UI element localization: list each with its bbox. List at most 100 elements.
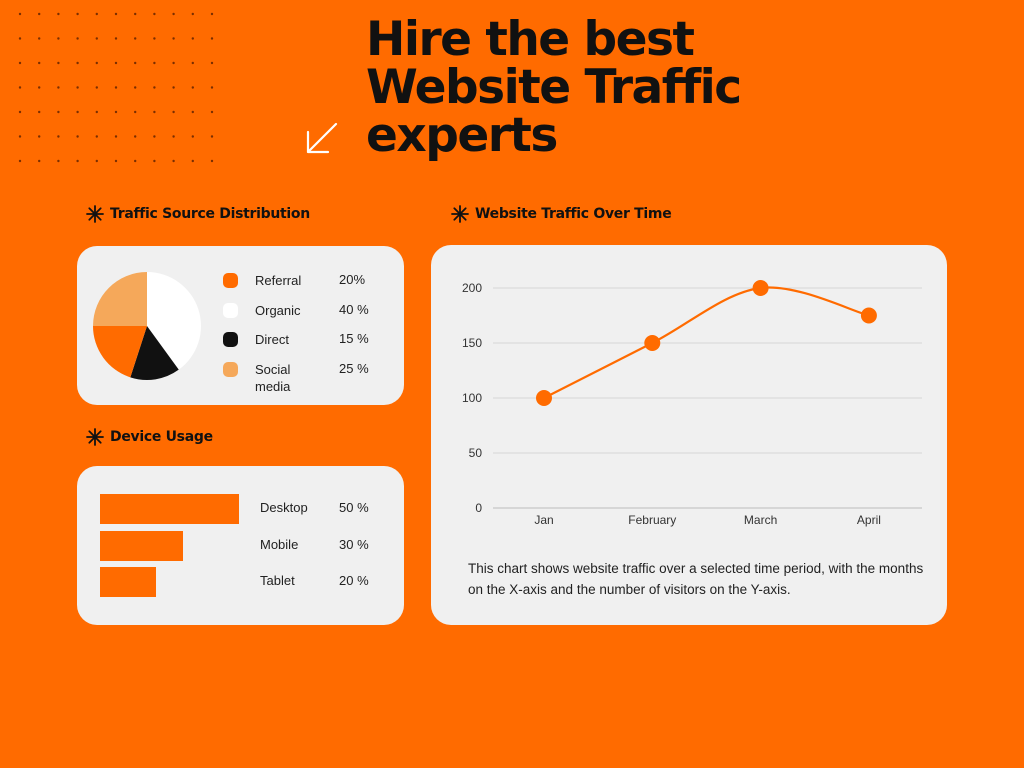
decor-dot — [153, 135, 156, 138]
device-usage-card: Desktop 50 % Mobile 30 % Tablet 20 % — [77, 466, 404, 625]
pie-slice-social-media — [93, 272, 147, 326]
decor-dot — [191, 110, 194, 114]
decor-dot — [18, 159, 22, 163]
asterisk-icon — [451, 205, 469, 223]
pie-slice-direct — [130, 326, 179, 380]
chart-description: This chart shows website traffic over a … — [468, 561, 924, 597]
decor-dot — [95, 86, 99, 89]
decor-dot — [95, 37, 99, 40]
x-tick-label: March — [744, 513, 777, 527]
legend-label: Direct — [255, 332, 289, 347]
device-bar-tablet — [100, 567, 156, 597]
traffic-over-time-title: Website Traffic Over Time — [475, 206, 672, 222]
data-point — [752, 280, 769, 296]
x-tick-label: February — [628, 513, 676, 527]
device-bar-desktop — [100, 494, 239, 524]
decor-dot — [76, 159, 79, 163]
device-bar-mobile — [100, 531, 183, 561]
decor-dot — [38, 12, 41, 16]
device-usage-heading: Device Usage — [86, 428, 213, 446]
decor-dot — [18, 37, 22, 40]
decor-dot — [95, 159, 99, 163]
y-tick-label: 50 — [469, 446, 483, 460]
y-tick-label: 0 — [475, 501, 482, 515]
decor-dot — [57, 159, 60, 163]
line-chart: 0 50 100 150 200 Jan February March April — [462, 280, 922, 527]
decor-dot — [38, 37, 41, 40]
decor-dot — [191, 61, 194, 65]
x-tick-label: Jan — [534, 513, 553, 527]
y-tick-label: 150 — [462, 336, 482, 350]
decor-dot — [57, 110, 60, 114]
traffic-source-card: Referral 20% Organic 40 % Direct 15 % Social m… — [77, 246, 404, 405]
decor-dot — [191, 159, 194, 163]
decor-dot — [57, 12, 60, 16]
decor-dot — [18, 135, 22, 138]
decor-dot — [210, 159, 214, 163]
device-value: 50 % — [339, 500, 369, 515]
decor-dot — [114, 110, 118, 114]
title-line-1: Hire the best — [366, 12, 695, 67]
device-value: 20 % — [339, 573, 369, 588]
decor-dot — [153, 61, 156, 65]
decor-dot — [210, 110, 214, 114]
decor-dot — [76, 61, 79, 65]
decor-dot — [172, 61, 175, 65]
legend-swatch — [223, 332, 238, 347]
traffic-source-title: Traffic Source Distribution — [110, 206, 310, 222]
decor-dot — [76, 37, 79, 40]
decor-dot — [134, 86, 137, 89]
decor-dot — [57, 135, 60, 138]
decor-dot — [153, 12, 156, 16]
decor-dot — [153, 86, 156, 89]
device-label: Desktop — [260, 500, 308, 515]
pie-slice-organic — [147, 272, 201, 370]
legend-label: Referral — [255, 273, 302, 288]
dot-grid-decoration — [18, 12, 214, 163]
decor-dot — [38, 86, 41, 89]
y-tick-label: 200 — [462, 281, 482, 295]
decor-dot — [95, 12, 99, 16]
pie-slice-referral — [93, 326, 147, 378]
decor-dot — [38, 110, 41, 114]
decor-dot — [172, 86, 175, 89]
decor-dot — [57, 61, 60, 65]
data-point — [860, 307, 877, 324]
device-label: Tablet — [260, 573, 295, 588]
decor-dot — [210, 86, 214, 89]
legend-label: Social media — [255, 362, 291, 394]
traffic-over-time-heading: Website Traffic Over Time — [451, 205, 672, 223]
decor-dot — [18, 61, 22, 65]
y-tick-label: 100 — [462, 391, 482, 405]
decor-dot — [134, 12, 137, 16]
decor-dot — [172, 110, 175, 114]
traffic-source-heading: Traffic Source Distribution — [86, 205, 310, 223]
decor-dot — [95, 135, 99, 138]
legend-swatch — [223, 362, 238, 377]
pie-chart — [93, 272, 201, 380]
decor-dot — [153, 37, 156, 40]
legend-swatch — [223, 303, 238, 318]
legend-value: 40 % — [339, 302, 369, 317]
decor-dot — [114, 86, 118, 89]
decor-dot — [134, 159, 137, 163]
legend-value: 15 % — [339, 331, 369, 346]
decor-dot — [191, 135, 194, 138]
decor-dot — [76, 12, 79, 16]
title-line-2: Website Traffic — [366, 60, 742, 115]
decor-dot — [114, 159, 118, 163]
traffic-over-time-card: 0 50 100 150 200 Jan February March April — [431, 245, 947, 625]
device-label: Mobile — [260, 537, 299, 552]
decor-dot — [172, 12, 175, 16]
decor-dot — [76, 86, 79, 89]
page-title: Hire the best Website Traffic experts — [366, 12, 742, 160]
decor-dot — [114, 12, 118, 16]
decor-dot — [18, 12, 22, 16]
decor-dot — [134, 37, 137, 40]
decor-dot — [95, 61, 99, 65]
legend-swatch — [223, 273, 238, 288]
decor-dot — [210, 61, 214, 65]
series-line — [543, 286, 870, 399]
decor-dot — [38, 159, 41, 163]
asterisk-icon — [86, 428, 104, 446]
